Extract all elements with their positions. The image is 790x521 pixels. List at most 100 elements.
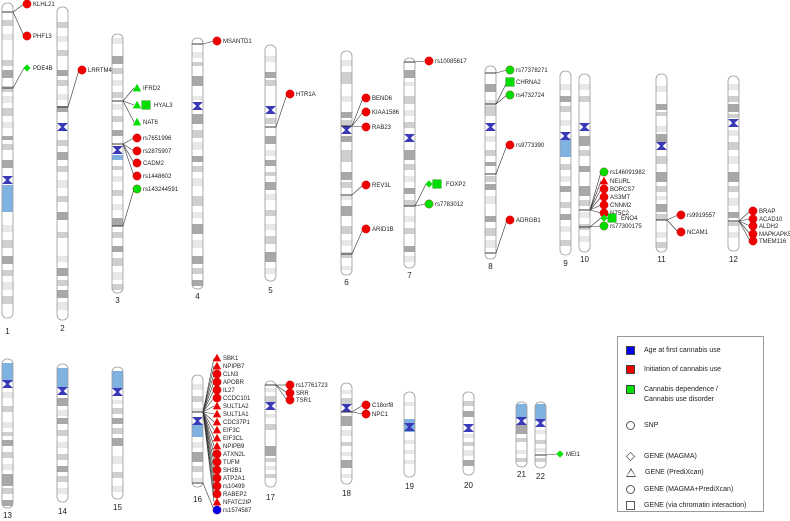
cytoband: [2, 225, 13, 232]
marker-label: BORCS7: [610, 187, 635, 193]
cytoband: [112, 190, 123, 196]
chromosome-outline: [56, 363, 69, 503]
marker-label: rs9773390: [516, 143, 545, 149]
cytoband: [463, 411, 474, 417]
cytoband: [2, 240, 13, 248]
cytoband: [485, 216, 496, 222]
marker-ARID1B: ARID1B: [361, 224, 394, 234]
SBK1-triangle-icon: [212, 353, 222, 362]
centromere: [192, 102, 203, 110]
cytoband: [192, 240, 203, 248]
marker-HTR1A: HTR1A: [285, 89, 316, 99]
diamond-outline-icon: [625, 451, 636, 462]
marker-APOBR: APOBR: [212, 377, 245, 387]
cytoband: [560, 202, 571, 208]
legend-dependence-text: Cannabis dependence / Cannabis use disor…: [644, 386, 718, 403]
centromere: [728, 119, 739, 127]
chromosome-outline: [56, 6, 69, 321]
connector-line: [202, 405, 215, 413]
marker-label: rs7783012: [435, 202, 464, 208]
centromere: [535, 419, 546, 427]
cytoband: [265, 182, 276, 190]
cytoband: [57, 256, 68, 262]
rs2875907-circle-icon: [132, 146, 142, 156]
connector-line: [495, 94, 508, 105]
marker-ADRGB1: ADRGB1: [505, 215, 541, 225]
cytoband: [265, 466, 276, 470]
MEI1-diamond-icon: [556, 450, 564, 458]
cytoband: [2, 488, 13, 494]
marker-label: NAT6: [143, 120, 159, 126]
connector-line: [351, 184, 364, 196]
connector-line: [202, 411, 215, 439]
marker-label: BEND6: [372, 96, 393, 102]
cytoband: [485, 196, 496, 204]
cytoband: [112, 232, 123, 238]
cytoband: [192, 478, 203, 482]
chromosome-outline: [655, 73, 668, 253]
connector-line: [122, 100, 135, 123]
cytoband: [579, 212, 590, 218]
marker-label: rs9919557: [687, 213, 716, 219]
cytoband: [656, 172, 667, 182]
marker-rs9919557: rs9919557: [676, 210, 716, 220]
marker-label: ATXN2L: [223, 452, 246, 458]
cytoband: [2, 20, 13, 26]
connector-line: [122, 87, 135, 102]
chromosome-21: 21: [515, 401, 528, 479]
heterochromatin-region: [112, 155, 123, 160]
cytoband: [57, 94, 68, 100]
centromere: [404, 134, 415, 142]
connector-line: [202, 40, 215, 45]
rs10499-circle-icon: [212, 481, 222, 491]
cytoband: [192, 76, 203, 86]
marker-rs77378271: rs77378271: [505, 65, 548, 75]
cytoband: [265, 160, 276, 166]
circle-outline-icon: [626, 485, 635, 494]
connector-line: [202, 411, 215, 431]
connector-line: [122, 143, 135, 152]
rs7651996-circle-icon: [132, 133, 142, 143]
chromosome-outline: [111, 366, 124, 500]
marker-label: rs10499: [223, 484, 245, 490]
cytoband: [57, 268, 68, 276]
chromosome-label: 1: [5, 327, 10, 336]
cytoband: [2, 60, 13, 66]
NPIPB9-triangle-icon: [212, 441, 222, 450]
cytoband: [57, 398, 68, 406]
marker-label: SH2B1: [223, 468, 243, 474]
heterochromatin-region: [2, 185, 13, 212]
connector-line: [12, 11, 25, 37]
cytoband: [192, 212, 203, 218]
chromosome-label: 11: [657, 255, 666, 264]
ATP2A1-circle-icon: [212, 473, 222, 483]
chromosome-11: 11 rs9919557 NCAM1: [655, 73, 716, 264]
cytoband: [192, 196, 203, 206]
cytoband: [516, 438, 527, 442]
cytoband: [112, 258, 123, 266]
marker-label: KLHL21: [33, 2, 55, 8]
connector-line: [275, 384, 288, 401]
marker-label: SBK1: [223, 356, 239, 362]
marker-CHRNA2: CHRNA2: [505, 77, 541, 87]
rs9919557-circle-icon: [676, 210, 686, 220]
CLN3-circle-icon: [212, 369, 222, 379]
cytoband: [656, 104, 667, 110]
marker-MSANTD1: MSANTD1: [212, 36, 252, 46]
connector-line: [351, 125, 364, 128]
connector-line: [202, 411, 215, 423]
cytoband: [341, 240, 352, 246]
connector-line: [589, 180, 602, 211]
connector-line: [351, 97, 364, 127]
KLHL21-circle-icon: [22, 0, 32, 9]
cytoband: [404, 176, 415, 182]
connector-line: [202, 411, 215, 415]
marker-label: CADM2: [143, 161, 165, 167]
cytoband: [485, 184, 496, 190]
legend-item-gene-predixcan: GENE (PrediXcan): [626, 468, 704, 478]
cytoband: [656, 232, 667, 238]
marker-ENO4: ENO4: [600, 213, 638, 223]
chromosome-label: 4: [195, 292, 200, 301]
cytoband: [265, 396, 276, 402]
cytoband: [404, 402, 415, 406]
